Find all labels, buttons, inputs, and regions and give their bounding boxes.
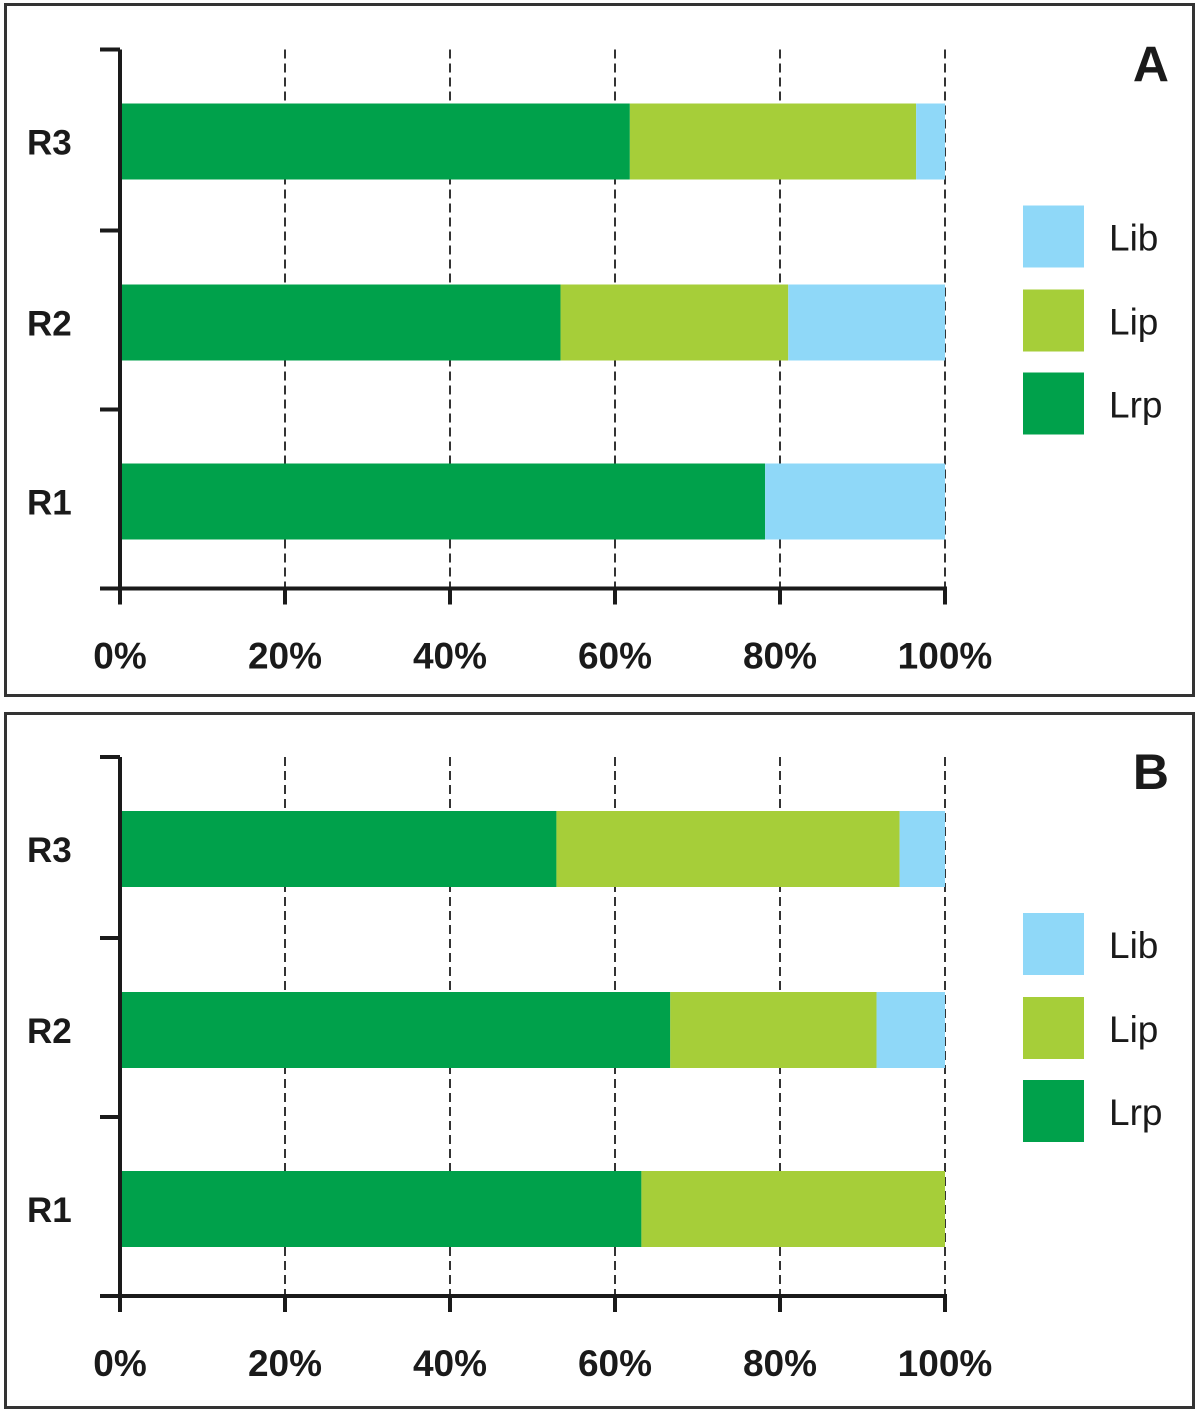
legend-label-lrp: Lrp xyxy=(1109,385,1162,426)
legend-label-lip: Lip xyxy=(1109,1009,1158,1050)
chart-svg-b: R1 R2 R3 0% 20% 40% 60% 80% 100% B Lib Lip Lrp xyxy=(27,744,1169,1384)
bar-segment-r3-lrp xyxy=(120,103,630,180)
bar-segment-r3-lib xyxy=(899,811,945,887)
legend-label-lrp: Lrp xyxy=(1109,1092,1162,1133)
y-tick-label: R3 xyxy=(27,831,72,870)
legend-swatch-lip xyxy=(1023,289,1084,352)
bar-segment-r2-lib xyxy=(788,284,945,361)
bar-segment-r3-lip xyxy=(629,103,917,180)
legend-swatch-lib xyxy=(1023,913,1084,975)
x-tick-label: 40% xyxy=(413,1343,487,1384)
y-tick-label: R3 xyxy=(27,124,72,163)
x-tick-label: 80% xyxy=(743,1343,817,1384)
legend-label-lib: Lib xyxy=(1109,925,1158,966)
chart-panel-a: R1 R2 R3 0% 20% 40% 60% 80% 100% A Lib Lip Lrp xyxy=(4,3,1195,697)
x-tick-label: 60% xyxy=(578,1343,652,1384)
bar-segment-r1-lrp xyxy=(120,463,766,540)
x-tick-label: 20% xyxy=(248,636,322,677)
bar-segment-r3-lip xyxy=(556,811,900,887)
legend-swatch-lip xyxy=(1023,997,1084,1059)
x-tick-label: 0% xyxy=(93,1343,146,1384)
bar-segment-r1-lib xyxy=(765,463,945,540)
y-tick-label: R1 xyxy=(27,484,72,523)
bar-segment-r3-lib xyxy=(916,103,945,180)
bar-segment-r2-lrp xyxy=(120,284,561,361)
legend-swatch-lrp xyxy=(1023,372,1084,435)
bar-segment-r3-lrp xyxy=(120,811,557,887)
x-tick-label: 0% xyxy=(93,636,146,677)
legend-label-lip: Lip xyxy=(1109,302,1158,343)
chart-svg-a: R1 R2 R3 0% 20% 40% 60% 80% 100% A Lib Lip Lrp xyxy=(27,37,1169,677)
chart-panel-b: R1 R2 R3 0% 20% 40% 60% 80% 100% B Lib Lip Lrp xyxy=(4,712,1195,1409)
bar-segment-r2-lrp xyxy=(120,992,671,1068)
legend-swatch-lrp xyxy=(1023,1080,1084,1142)
bar-segment-r2-lib xyxy=(876,992,945,1068)
legend-swatch-lib xyxy=(1023,205,1084,268)
x-tick-label: 100% xyxy=(898,636,993,677)
bar-segment-r1-lrp xyxy=(120,1171,642,1247)
panel-label: B xyxy=(1133,744,1169,800)
x-tick-label: 60% xyxy=(578,636,652,677)
panel-label: A xyxy=(1133,37,1169,93)
bar-segment-r2-lip xyxy=(670,992,877,1068)
x-tick-label: 40% xyxy=(413,636,487,677)
x-tick-label: 20% xyxy=(248,1343,322,1384)
bar-segment-r2-lip xyxy=(560,284,789,361)
bar-segment-r1-lip xyxy=(641,1171,945,1247)
x-tick-label: 80% xyxy=(743,636,817,677)
legend-label-lib: Lib xyxy=(1109,218,1158,259)
y-tick-label: R2 xyxy=(27,305,72,344)
x-tick-label: 100% xyxy=(898,1343,993,1384)
y-tick-label: R1 xyxy=(27,1191,72,1230)
y-tick-label: R2 xyxy=(27,1012,72,1051)
